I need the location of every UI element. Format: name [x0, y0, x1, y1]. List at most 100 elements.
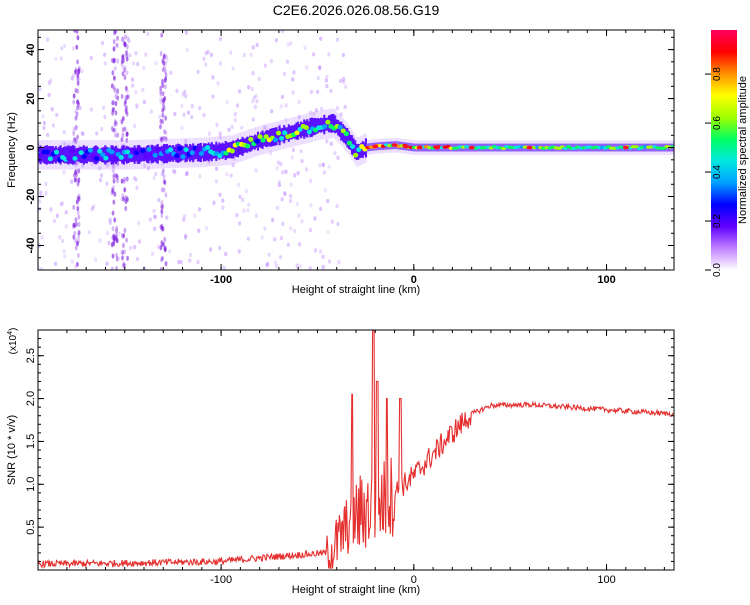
spectrogram-noise — [286, 42, 290, 47]
spectrogram-noise — [110, 126, 114, 132]
spectrogram-noise — [153, 214, 157, 219]
spectrogram-noise — [164, 69, 167, 75]
spectrogram-noise — [318, 65, 322, 71]
spectrogram-noise — [326, 229, 330, 235]
snr-xtick-label: -100 — [210, 574, 232, 586]
spectrogram-noise — [321, 162, 325, 167]
spectrogram-noise — [263, 125, 267, 130]
spectrogram-core — [107, 147, 110, 163]
spectrogram-noise — [71, 46, 76, 51]
spectrogram-noise — [76, 76, 80, 82]
spectrogram-noise — [184, 93, 188, 99]
spectrogram-noise — [270, 108, 274, 114]
spectrogram-noise — [292, 70, 296, 75]
spectrogram-cell — [279, 136, 285, 141]
spectrogram-noise — [113, 75, 116, 81]
spectrogram-core — [184, 143, 187, 163]
spectrogram-noise — [321, 162, 326, 168]
spectrogram-noise — [134, 177, 138, 182]
spectrogram-noise — [73, 69, 77, 75]
spectrogram-noise — [125, 137, 129, 143]
spectrogram-noise — [110, 242, 114, 248]
spectrogram-noise — [339, 78, 343, 84]
spectrogram-noise — [123, 187, 127, 193]
spectrogram-noise — [209, 247, 213, 252]
spectrogram-noise — [161, 78, 164, 85]
spectrogram-noise — [251, 70, 255, 76]
spectrogram-noise — [277, 182, 282, 188]
spectrogram-noise — [111, 70, 115, 76]
spectrogram-noise — [75, 30, 79, 34]
spectrogram-noise — [133, 123, 137, 129]
spectrogram-noise — [251, 117, 255, 122]
spectrogram-noise — [121, 126, 125, 133]
spectrogram-cell — [356, 147, 362, 153]
spectrogram-noise — [123, 65, 128, 70]
spectrogram-noise — [233, 112, 237, 117]
spectrogram-noise — [113, 119, 117, 125]
spectrogram-noise — [313, 248, 318, 253]
spectrogram-core — [75, 148, 78, 162]
spectrogram-cell — [325, 119, 331, 125]
colorbar-tick-label: 0.4 — [712, 165, 723, 179]
spectrogram-noise — [263, 226, 267, 231]
spectrogram-noise — [54, 56, 58, 62]
spectrogram-noise — [161, 112, 165, 118]
colorbar-tick-label: 0.8 — [712, 67, 723, 81]
spectrogram-cell — [69, 148, 75, 154]
spectrogram-core — [95, 145, 98, 165]
spectrogram-cell — [143, 153, 149, 159]
spectrogram-noise — [163, 83, 167, 90]
spectrogram-noise — [125, 44, 129, 50]
spectrogram-noise — [137, 220, 141, 226]
spectrogram-noise — [72, 126, 76, 132]
spectrogram-noise — [207, 131, 212, 136]
spectrogram-noise — [51, 123, 55, 128]
spectrogram-core — [44, 145, 47, 164]
spectrogram-noise — [116, 178, 119, 184]
spectrogram-noise — [123, 227, 127, 233]
spectrogram-noise — [64, 224, 68, 229]
spectrogram-noise — [111, 210, 115, 216]
spectrogram-noise — [47, 80, 51, 85]
spectrogram-noise — [246, 236, 250, 241]
spectrogram-noise — [115, 87, 119, 93]
spectrogram-noise — [242, 52, 246, 58]
spectrogram-noise — [277, 180, 281, 185]
spectrogram-noise — [285, 59, 290, 64]
spectrogram-noise — [296, 170, 300, 176]
spectrogram-noise — [238, 194, 242, 200]
spectrogram-noise — [91, 204, 96, 210]
spectrogram-noise — [291, 147, 295, 153]
spectrogram-core — [330, 114, 334, 133]
spectrogram-core — [73, 145, 76, 164]
spectrogram-core — [58, 146, 61, 164]
spectrogram-noise — [224, 251, 228, 257]
spectrogram-noise — [46, 132, 50, 138]
spectrogram-noise — [111, 100, 115, 106]
spectrogram-noise — [184, 233, 188, 238]
spectrogram-core — [249, 135, 252, 152]
spectrogram-noise — [48, 81, 52, 86]
spectrogram-noise — [218, 131, 222, 136]
spectrogram-noise — [280, 170, 285, 175]
spectrogram-noise — [77, 177, 81, 183]
spectrogram-noise — [275, 205, 279, 211]
spectrogram-noise — [58, 235, 62, 240]
spectrogram-noise — [76, 72, 80, 79]
spectrogram-noise — [74, 115, 78, 121]
spectrogram-noise — [62, 249, 66, 254]
spectrogram-noise — [160, 208, 164, 214]
spectrogram-noise — [284, 117, 288, 123]
spectrogram-noise — [121, 36, 125, 41]
spectrogram-core — [196, 143, 200, 162]
snr-xlabel: Height of straight line (km) — [292, 584, 420, 596]
spectrogram-noise — [329, 141, 333, 147]
spectrogram-noise — [185, 170, 189, 176]
spectrogram-noise — [162, 54, 166, 60]
spectrogram-noise — [134, 90, 138, 95]
spectrogram-core — [239, 139, 243, 155]
spectrogram-noise — [163, 247, 167, 253]
spectrogram-noise — [159, 88, 162, 95]
spectrogram-core — [219, 143, 223, 158]
